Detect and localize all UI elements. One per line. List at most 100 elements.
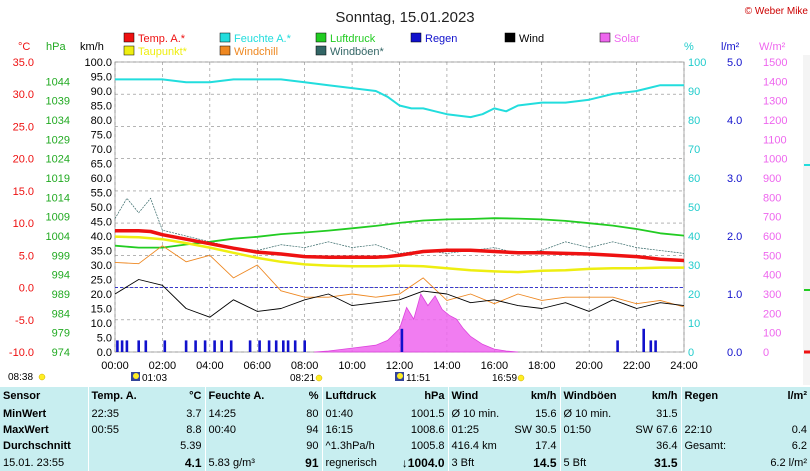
tick-label-time: 06:00 — [243, 360, 271, 372]
legend-label: Taupunkt* — [138, 46, 188, 58]
tick-label-humidity: 50 — [688, 202, 700, 214]
stats-col-press: Luftdruck — [321, 387, 392, 406]
right-edge-decoration — [803, 55, 810, 385]
stats-col-sensor: Sensor — [3, 390, 41, 403]
rain-bar — [642, 328, 645, 352]
series-luftdruck — [114, 217, 685, 249]
stats-cell: 22:10 — [680, 421, 761, 439]
tick-label-time: 16:00 — [481, 360, 509, 372]
legend-swatch — [410, 32, 422, 43]
stats-cell — [761, 405, 810, 421]
stats-cell: 00:55 — [87, 421, 158, 439]
stats-cell — [680, 454, 761, 471]
stats-cell: 416.4 km — [447, 438, 508, 455]
tick-label-pressure: 1044 — [46, 76, 70, 88]
tick-label-temp: -5.0 — [15, 315, 34, 327]
tick-label-temp: 35.0 — [13, 57, 34, 69]
rain-bar — [274, 340, 278, 352]
stats-col-hum: Feuchte A. — [204, 387, 275, 406]
stats-cell: 5.39 — [180, 440, 202, 453]
legend-label: Regen — [425, 33, 457, 45]
legend-label: Wind — [519, 33, 544, 45]
tick-label-pressure: 974 — [52, 347, 70, 359]
stats-cell: 17.4 — [535, 440, 557, 453]
stats-cell: 14:25 — [204, 405, 275, 422]
legend-swatch — [315, 32, 327, 43]
tick-label-time: 20:00 — [575, 360, 603, 372]
side-panel — [803, 55, 810, 385]
sun-icon — [517, 374, 525, 382]
tick-label-pressure: 979 — [52, 328, 70, 340]
stats-cell: Gesamt: — [680, 438, 761, 455]
rain-bar — [184, 340, 188, 352]
tick-label-humidity: 60 — [688, 173, 700, 185]
stats-cell: 5 Bft — [559, 454, 625, 471]
stats-cell: 1001.5 — [410, 407, 445, 420]
tick-label-solar: 400 — [763, 270, 781, 282]
stats-cell: Ø 10 min. — [447, 405, 508, 422]
tick-label-pressure: 1029 — [46, 134, 70, 146]
stats-cell: 00:40 — [204, 421, 275, 439]
tick-label-pressure: 1009 — [46, 212, 70, 224]
series-temp-a — [115, 229, 685, 263]
tick-label-solar: 1500 — [763, 57, 787, 69]
series-solar — [314, 293, 519, 353]
chart-title: Sonntag, 15.01.2023 — [335, 9, 474, 26]
moon-event-label: 11:51 — [406, 373, 431, 384]
stats-table: Sensor Temp. A. °C Feuchte A. % Luftdruc… — [0, 387, 810, 471]
stats-col-press-unit: hPa — [424, 390, 445, 403]
stats-cell: 80 — [306, 407, 319, 420]
rain-bar — [293, 340, 297, 352]
tick-label-pressure: 1019 — [46, 173, 70, 185]
stats-col-wind: Wind — [447, 387, 508, 406]
tick-label-rain: 5.0 — [727, 57, 742, 69]
tick-label-solar: 1100 — [763, 134, 787, 146]
legend-label: Luftdruck — [330, 33, 376, 45]
tick-label-wind: 80.0 — [91, 115, 112, 127]
stats-cell: regnerisch — [321, 454, 392, 471]
stats-label: Durchschnitt — [3, 440, 71, 453]
rain-bar — [213, 340, 216, 352]
chart-legend: Temp. A.* Feuchte A.* Luftdruck Regen Wind So… — [123, 32, 640, 58]
tick-label-humidity: 30 — [688, 260, 700, 272]
legend-swatch — [315, 45, 327, 56]
moon-phase-icon — [397, 373, 403, 379]
rain-bar — [303, 340, 306, 352]
stats-col-wind-unit: km/h — [530, 390, 557, 403]
tick-label-time: 02:00 — [149, 360, 177, 372]
series-windb-en — [114, 197, 685, 254]
tick-label-wind: 5.0 — [97, 333, 112, 345]
tick-label-solar: 200 — [763, 308, 781, 320]
tick-label-pressure: 999 — [52, 250, 70, 262]
tick-label-temp: 30.0 — [13, 89, 34, 101]
tick-label-rain: 3.0 — [727, 173, 742, 185]
stats-cell: 6.2 l/m² — [770, 456, 807, 469]
sun-event-label: 08:21 — [290, 373, 315, 384]
stats-cell: ↓1004.0 — [401, 455, 445, 470]
tick-label-time: 00:00 — [101, 360, 129, 372]
tick-label-time: 12:00 — [386, 360, 414, 372]
tick-label-solar: 0 — [763, 347, 769, 359]
stats-cell: 15.6 — [535, 407, 557, 420]
stats-cell: ^1.3hPa/h — [321, 438, 392, 455]
legend-label: Feuchte A.* — [234, 33, 292, 45]
rain-bar — [229, 340, 233, 352]
tick-label-solar: 500 — [763, 250, 781, 262]
legend-swatch — [504, 32, 516, 43]
stats-col-rain: Regen — [680, 387, 761, 406]
stats-cell: 0.4 — [791, 424, 807, 436]
unit-humidity: % — [684, 41, 694, 53]
stats-cell: 31.5 — [656, 407, 678, 420]
rain-bar — [120, 340, 124, 352]
rain-bar — [203, 340, 207, 352]
series-taupunkt — [114, 235, 684, 274]
legend-label: Solar — [614, 33, 640, 45]
rain-bar — [248, 340, 252, 352]
tick-label-time: 22:00 — [623, 360, 651, 372]
tick-label-rain: 1.0 — [727, 289, 742, 301]
rain-bar — [267, 340, 271, 352]
stats-label: MaxWert — [3, 424, 49, 436]
stats-row-now: 15.01. 23:55 4.1 5.83 g/m³ 91 regnerisch… — [0, 454, 810, 471]
tick-label-time: 04:00 — [196, 360, 224, 372]
stats-cell: 16:15 — [321, 421, 392, 439]
